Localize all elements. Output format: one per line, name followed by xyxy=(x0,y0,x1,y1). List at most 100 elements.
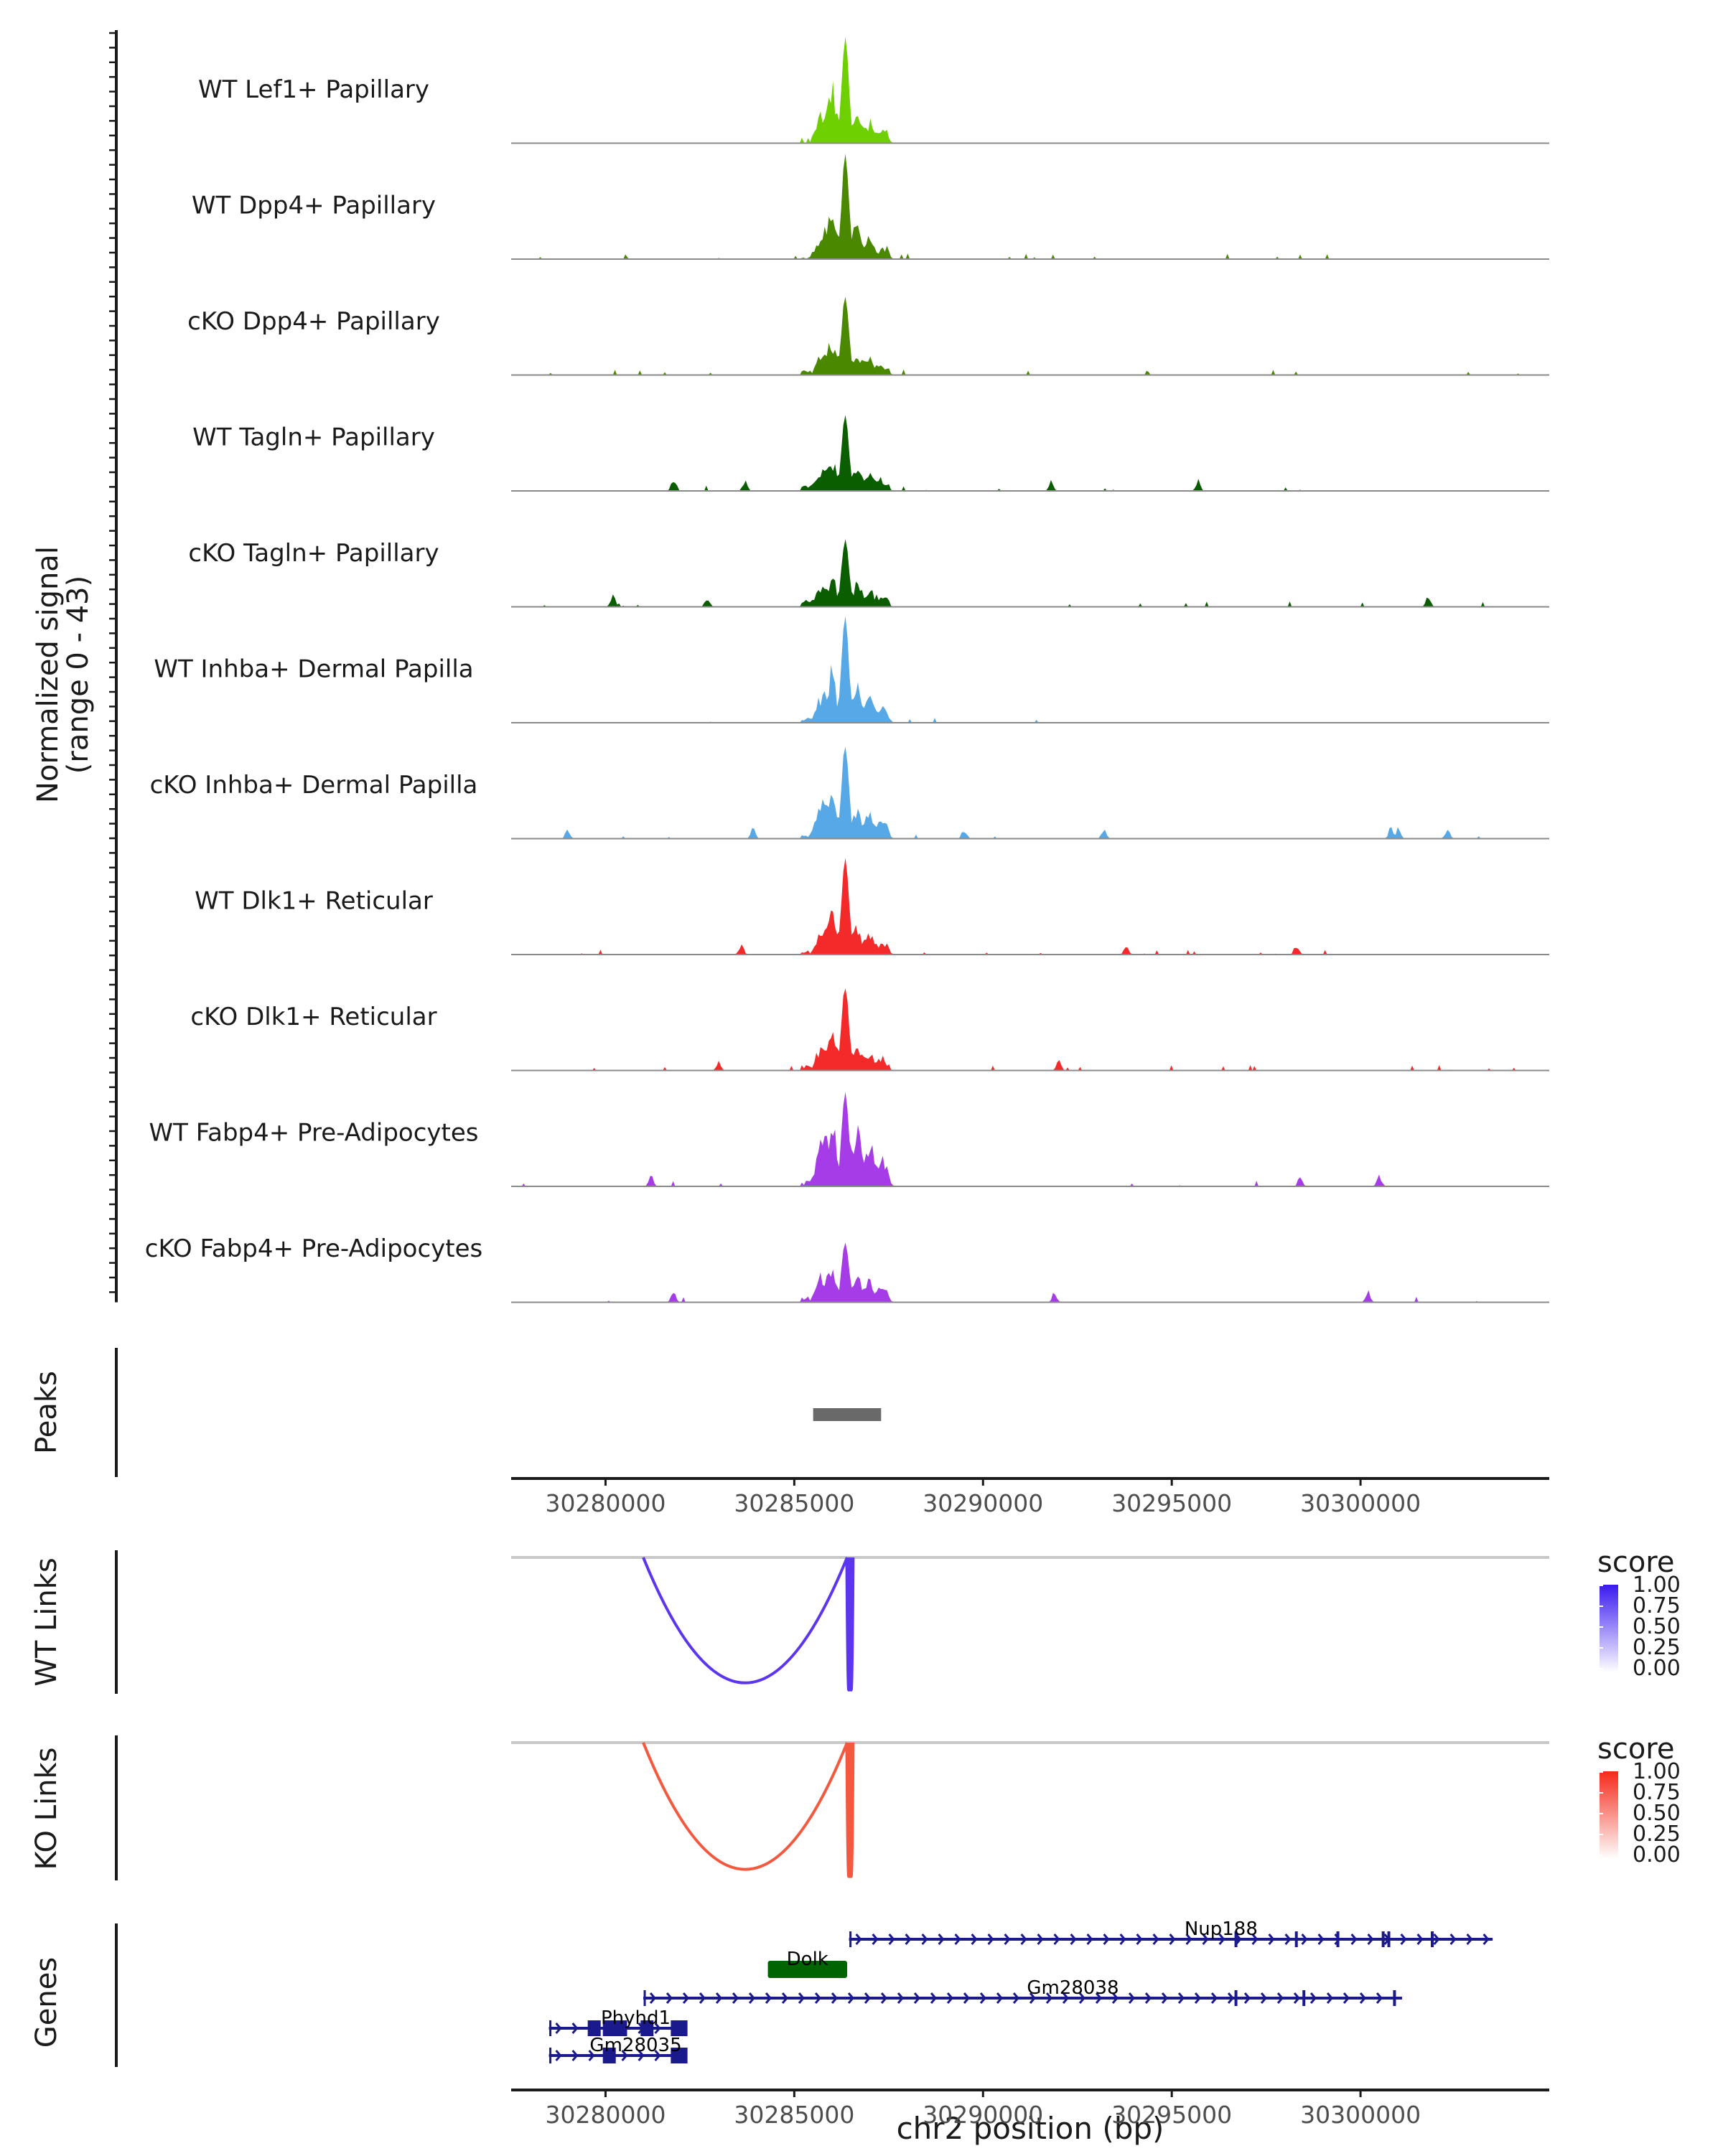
coverage-area-6 xyxy=(511,616,1549,723)
gene-label-5: Gm28035 xyxy=(589,2035,681,2056)
coverage-track-label-3: cKO Dpp4+ Papillary xyxy=(187,307,440,336)
gene-strand-arrow xyxy=(1482,1934,1490,1945)
wt-links-label: WT Links xyxy=(30,1557,63,1686)
link-arc-1-3 xyxy=(847,1557,855,1692)
gene-strand-arrow xyxy=(905,1934,912,1945)
legend-label-1-3: 0.50 xyxy=(1633,1614,1681,1639)
gene-strand-arrow xyxy=(954,1934,961,1945)
legend-label-2-2: 0.75 xyxy=(1633,1780,1681,1805)
coverage-track-label-11: cKO Fabp4+ Pre-Adipocytes xyxy=(145,1234,483,1263)
gene-dolk-body xyxy=(767,1961,847,1978)
gene-strand-arrow xyxy=(1343,1992,1350,2004)
legend-label-2-5: 0.00 xyxy=(1633,1842,1681,1867)
x-axis-bottom-tick-label: 30280000 xyxy=(545,2101,666,2129)
gene-exon xyxy=(1393,1990,1396,2006)
gene-exon xyxy=(640,2020,654,2036)
coverage-tracks: WT Lef1+ Papillary WT Dpp4+ Papillary cKO … xyxy=(145,37,1549,1303)
gene-strand-arrow xyxy=(946,1992,954,2004)
legend-label-2-3: 0.50 xyxy=(1633,1801,1681,1826)
gene-label-3: Gm28038 xyxy=(1027,1977,1119,1999)
legend-label-1-1: 1.00 xyxy=(1633,1573,1681,1598)
gene-strand-arrow xyxy=(1169,1934,1176,1945)
x-axis-bottom-tick-label: 30300000 xyxy=(1300,2101,1421,2129)
gene-strand-arrow xyxy=(1086,1934,1093,1945)
gene-strand-arrow xyxy=(1037,1934,1044,1945)
gene-strand-arrow xyxy=(864,1992,872,2004)
coverage-y-axis-range: (range 0 - 43) xyxy=(62,576,95,774)
gene-exon xyxy=(587,2020,601,2036)
links-tracks: WT Links KO Links xyxy=(30,1550,1549,1880)
gene-strand-arrow xyxy=(732,1992,739,2004)
coverage-area-9 xyxy=(511,988,1549,1071)
gene-strand-arrow xyxy=(897,1992,905,2004)
gene-strand-arrow xyxy=(1326,1992,1334,2004)
gene-strand-arrow xyxy=(1400,1934,1407,1945)
link-arc-2-3 xyxy=(847,1742,855,1878)
gene-strand-arrow xyxy=(1004,1934,1011,1945)
gene-strand-arrow xyxy=(1433,1934,1440,1945)
gene-strand-arrow xyxy=(1070,1934,1077,1945)
gene-strand-arrow xyxy=(1062,1992,1070,2004)
gene-strand-arrow xyxy=(555,2050,562,2061)
coverage-track-label-4: WT Tagln+ Papillary xyxy=(192,423,435,452)
gene-exon xyxy=(674,2048,688,2063)
x-axis-bottom-tick-label: 30295000 xyxy=(1111,2101,1232,2129)
x-axis-middle-tick-label: 30280000 xyxy=(545,1489,666,1517)
gene-strand-arrow xyxy=(1095,1992,1103,2004)
gene-strand-arrow xyxy=(1235,1934,1242,1945)
gene-strand-arrow xyxy=(621,2050,628,2061)
legend-colorbar-1 xyxy=(1600,1585,1618,1672)
gene-strand-arrow xyxy=(1012,1992,1020,2004)
gene-exon xyxy=(1387,1931,1391,1947)
coverage-area-2 xyxy=(511,154,1549,259)
coverage-track-label-9: cKO Dlk1+ Reticular xyxy=(190,1003,436,1031)
gene-strand-arrow xyxy=(872,1934,879,1945)
gene-exon xyxy=(1294,1931,1298,1947)
gene-strand-arrow xyxy=(748,1992,756,2004)
gene-strand-arrow xyxy=(1078,1992,1086,2004)
gene-strand-arrow xyxy=(1111,1992,1119,2004)
gene-strand-arrow xyxy=(1367,1934,1374,1945)
x-axis-bottom-tick-label: 30285000 xyxy=(734,2101,854,2129)
gene-exon xyxy=(1430,1931,1434,1947)
gene-strand-arrow xyxy=(1466,1934,1473,1945)
x-axis-bottom-tick-label: 30290000 xyxy=(923,2101,1043,2129)
gene-strand-arrow xyxy=(571,2023,579,2034)
legend-label-1-2: 0.75 xyxy=(1633,1593,1681,1618)
gene-strand-arrow xyxy=(571,2050,579,2061)
gene-exon xyxy=(614,2020,627,2036)
gene-exon xyxy=(602,2020,616,2036)
legend-label-1-4: 0.25 xyxy=(1633,1635,1681,1660)
gene-strand-arrow xyxy=(979,1992,987,2004)
gene-strand-arrow xyxy=(1144,1992,1152,2004)
gene-strand-arrow xyxy=(1218,1934,1225,1945)
gene-strand-arrow xyxy=(1317,1934,1325,1945)
legend-title-2: score xyxy=(1597,1733,1674,1766)
gene-strand-arrow xyxy=(1029,1992,1037,2004)
legend-label-2-4: 0.25 xyxy=(1633,1822,1681,1847)
gene-strand-arrow xyxy=(715,1992,723,2004)
coverage-area-4 xyxy=(511,415,1549,491)
gene-strand-arrow xyxy=(1350,1934,1358,1945)
coverage-track-label-5: cKO Tagln+ Papillary xyxy=(188,539,439,568)
gene-strand-arrow xyxy=(1416,1934,1424,1945)
x-axis-middle-tick-label: 30300000 xyxy=(1300,1489,1421,1517)
peaks-track-label: Peaks xyxy=(30,1371,63,1454)
coverage-track-label-8: WT Dlk1+ Reticular xyxy=(195,887,433,916)
coverage-area-1 xyxy=(511,37,1549,144)
gene-exon xyxy=(1302,1990,1306,2006)
gene-strand-arrow xyxy=(913,1992,921,2004)
genes-track-label: Genes xyxy=(30,1957,63,2048)
gene-strand-arrow xyxy=(963,1992,971,2004)
gene-strand-arrow xyxy=(1293,1992,1301,2004)
legend-label-1-5: 0.00 xyxy=(1633,1656,1681,1681)
x-axis-bottom: chr2 position (bp) 30280000 30285000 30290… xyxy=(511,2089,1549,2146)
legend-title-1: score xyxy=(1597,1546,1674,1579)
gene-exon xyxy=(1336,1931,1340,1947)
gene-strand-arrow xyxy=(1119,1934,1126,1945)
gene-strand-arrow xyxy=(814,1992,822,2004)
gene-strand-arrow xyxy=(847,1992,855,2004)
gene-strand-arrow xyxy=(1251,1934,1259,1945)
gene-strand-arrow xyxy=(1202,1934,1209,1945)
